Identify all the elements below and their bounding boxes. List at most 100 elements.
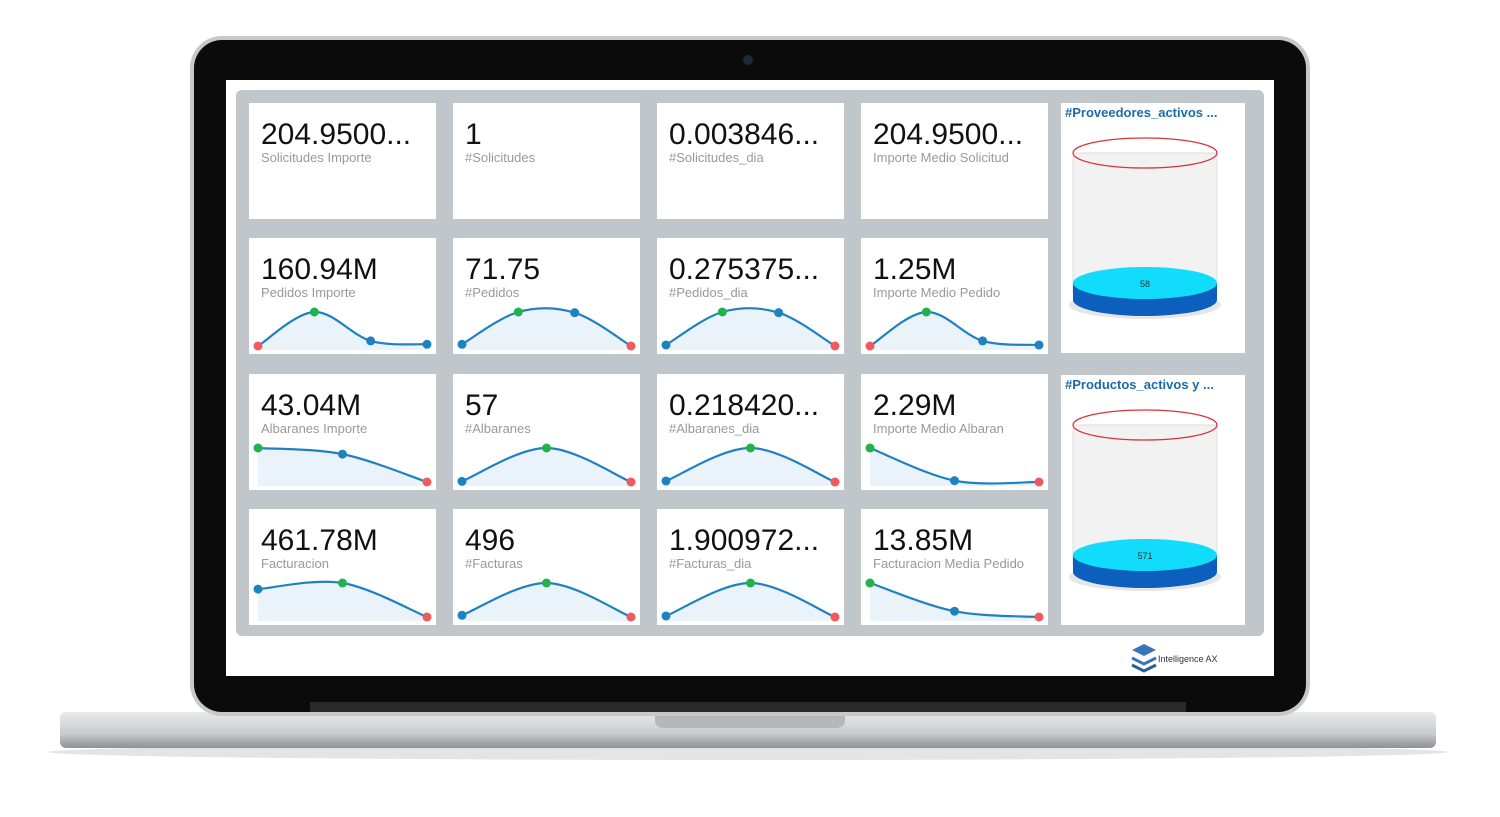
sparkline-point — [626, 477, 636, 487]
sparkline-point — [830, 477, 840, 487]
kpi-value: 461.78M — [261, 524, 378, 557]
sparkline-point — [457, 339, 467, 349]
kpi-tile — [861, 103, 1048, 219]
kpi-tile — [657, 103, 844, 219]
kpi-label: #Solicitudes — [465, 150, 536, 165]
kpi-label: Pedidos Importe — [261, 285, 356, 300]
kpi-label: #Facturas_dia — [669, 556, 752, 571]
kpi-value: 57 — [465, 389, 498, 422]
sparkline-point — [253, 443, 263, 453]
sparkline-point — [422, 477, 432, 487]
sparkline-point — [626, 341, 636, 351]
sparkline-point — [542, 578, 551, 588]
kpi-label: #Albaranes — [465, 421, 531, 436]
kpi-label: Importe Medio Pedido — [873, 285, 1000, 300]
sparkline-point — [253, 341, 263, 351]
sparkline-point — [1034, 477, 1044, 487]
sparkline — [257, 310, 428, 347]
sparkline-area — [462, 582, 631, 621]
sparkline-point — [457, 610, 467, 620]
hinge — [310, 702, 1186, 712]
sparkline-point — [1034, 340, 1044, 350]
kpi-label: #Solicitudes_dia — [669, 150, 764, 165]
sparkline-point — [457, 476, 467, 486]
kpi-label: Solicitudes Importe — [261, 150, 372, 165]
sparkline-point — [1034, 612, 1044, 622]
sparkline-point — [661, 611, 671, 621]
cylinder-fill-top — [1073, 539, 1217, 571]
sparkline-point — [570, 308, 580, 318]
sparkline-point — [774, 308, 784, 318]
dashboard-panel — [236, 90, 1264, 636]
sparkline-point — [309, 307, 319, 317]
gauge-value: 58 — [1140, 279, 1150, 289]
sparkline-point — [978, 336, 988, 346]
kpi-value: 2.29M — [873, 389, 956, 422]
kpi-value: 43.04M — [261, 389, 361, 422]
kpi-tile — [249, 103, 436, 219]
sparkline-point — [830, 341, 840, 351]
kpi-label: #Facturas — [465, 556, 523, 571]
gauge-value: 571 — [1137, 551, 1152, 561]
kpi-value: 496 — [465, 524, 515, 557]
kpi-tile — [453, 103, 640, 219]
gauge-title: #Proveedores_activos ... — [1065, 105, 1217, 120]
kpi-value: 0.218420... — [669, 389, 819, 422]
kpi-value: 204.9500... — [261, 118, 411, 151]
sparkline-point — [422, 339, 432, 349]
sparkline-point — [950, 606, 959, 616]
sparkline-area — [870, 311, 1039, 350]
sparkline — [665, 307, 836, 347]
sparkline-area — [666, 447, 835, 486]
sparkline-point — [746, 578, 755, 588]
cylinder-top — [1072, 409, 1218, 441]
sparkline-point — [830, 612, 840, 622]
sparkline-point — [950, 476, 959, 486]
kpi-value: 204.9500... — [873, 118, 1023, 151]
sparkline-point — [366, 336, 376, 346]
sparkline-area — [462, 447, 631, 486]
kpi-label: Importe Medio Solicitud — [873, 150, 1009, 165]
gauge-title: #Productos_activos y ... — [1065, 377, 1214, 392]
kpi-value: 1 — [465, 118, 482, 151]
cylinder-top — [1072, 137, 1218, 169]
sparkline-area — [258, 311, 427, 350]
sparkline-point — [865, 443, 875, 453]
sparkline-point — [746, 443, 755, 453]
laptop-base — [60, 712, 1436, 748]
sparkline-point — [921, 307, 931, 317]
sparkline-point — [542, 443, 551, 453]
sparkline-area — [666, 582, 835, 621]
sparkline-point — [422, 612, 432, 622]
sparkline-area — [870, 448, 1039, 486]
sparkline-point — [253, 584, 263, 594]
kpi-value: 160.94M — [261, 253, 378, 286]
camera — [743, 55, 753, 65]
kpi-label: #Albaranes_dia — [669, 421, 760, 436]
kpi-value: 1.25M — [873, 253, 956, 286]
kpi-value: 1.900972... — [669, 524, 819, 557]
kpi-label: #Pedidos — [465, 285, 520, 300]
kpi-label: Facturacion Media Pedido — [873, 556, 1024, 571]
sparkline-point — [865, 341, 875, 351]
sparkline-area — [258, 581, 427, 621]
sparkline — [461, 307, 632, 347]
kpi-label: #Pedidos_dia — [669, 285, 749, 300]
kpi-label: Importe Medio Albaran — [873, 421, 1004, 436]
kpi-label: Facturacion — [261, 556, 329, 571]
kpi-value: 71.75 — [465, 253, 540, 286]
sparkline-area — [870, 583, 1039, 621]
sparkline-point — [661, 476, 671, 486]
sparkline-area — [258, 448, 427, 486]
kpi-value: 0.003846... — [669, 118, 819, 151]
kpi-value: 0.275375... — [669, 253, 819, 286]
tiles: 204.9500...Solicitudes Importe1#Solicitu… — [249, 103, 1048, 625]
sparkline-point — [865, 578, 875, 588]
kpi-value: 13.85M — [873, 524, 973, 557]
logo-text: Intelligence AX — [1158, 654, 1218, 664]
cylinder-fill-top — [1073, 267, 1217, 299]
sparkline-point — [626, 612, 636, 622]
sparkline-point — [717, 307, 727, 317]
